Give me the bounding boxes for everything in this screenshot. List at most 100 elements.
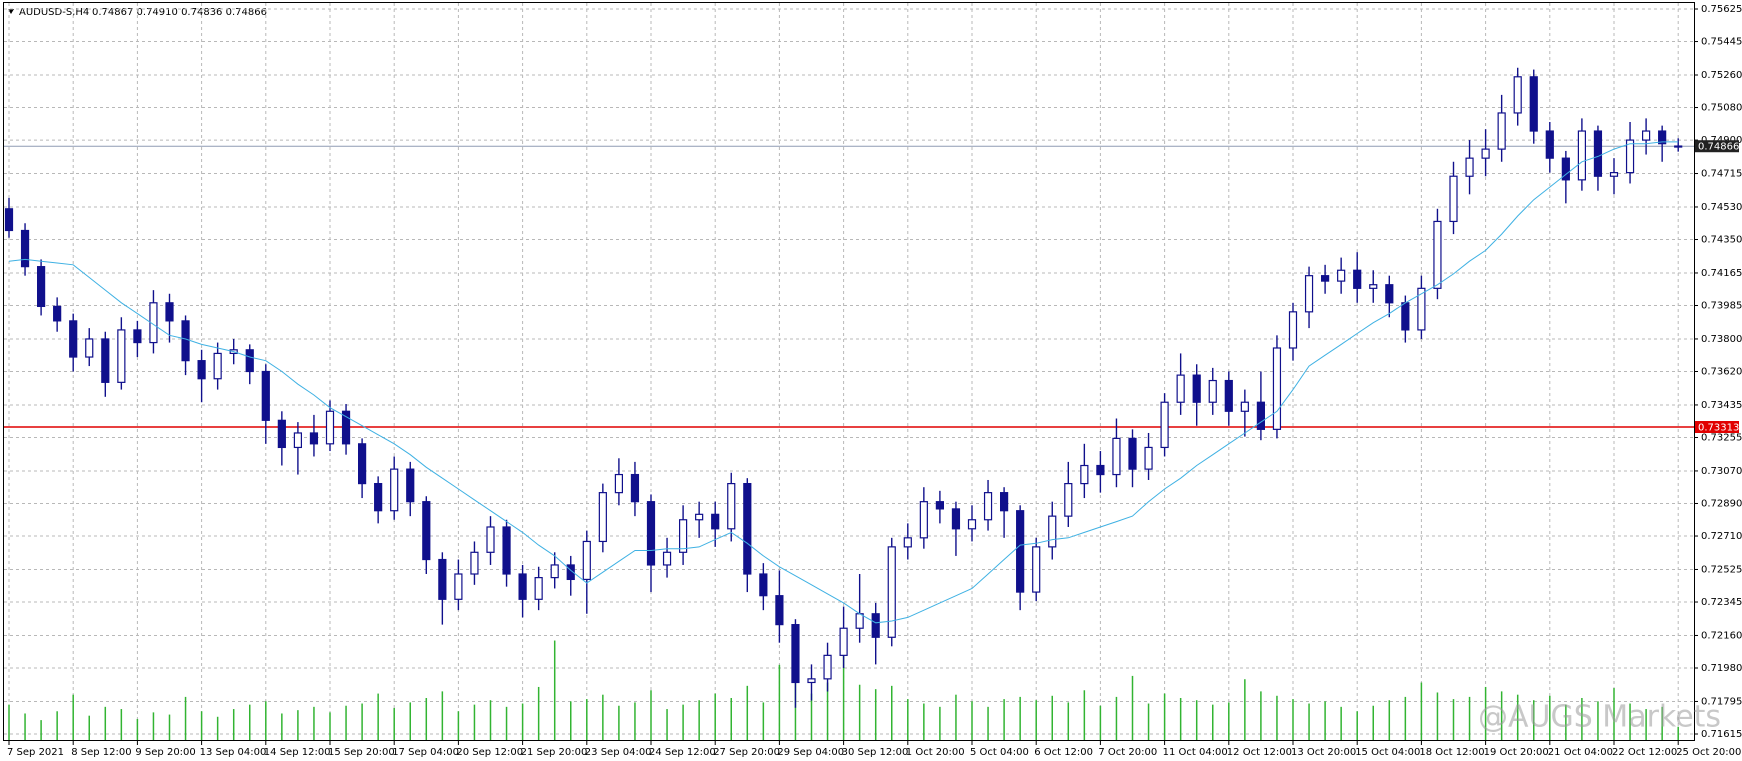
candle-body — [534, 577, 543, 600]
y-tick-label: 0.72890 — [1701, 498, 1742, 509]
candle-body — [1529, 76, 1538, 132]
candle-body — [935, 501, 945, 510]
x-tick-label: 7 Sep 2021 — [7, 747, 64, 758]
candle-body — [1160, 401, 1169, 449]
y-tick-label: 0.73435 — [1701, 400, 1742, 411]
x-tick-label: 7 Oct 20:00 — [1098, 747, 1157, 758]
candle-body — [743, 482, 752, 575]
candle-body — [1337, 269, 1346, 282]
candle-body — [20, 229, 30, 268]
candle-body — [839, 627, 848, 656]
candle-body — [1304, 275, 1314, 313]
candle-body — [598, 492, 607, 543]
candle-body — [695, 513, 704, 521]
x-tick-label: 9 Sep 20:00 — [135, 747, 195, 758]
candle-body — [1080, 464, 1089, 485]
y-tick-label: 0.72525 — [1701, 564, 1742, 575]
candle-body — [325, 410, 335, 445]
candle-body — [662, 551, 672, 566]
candle-body — [406, 468, 415, 503]
candle-body — [213, 352, 222, 380]
candle-body — [775, 595, 784, 626]
y-tick-label: 0.71980 — [1701, 663, 1742, 674]
candle-body — [791, 624, 800, 684]
candle-body — [117, 329, 126, 383]
candle-body — [1288, 311, 1298, 349]
y-tick-label: 0.73070 — [1701, 466, 1742, 477]
y-tick-label: 0.74165 — [1701, 268, 1742, 279]
candle-body — [1048, 515, 1057, 548]
candle-body — [983, 492, 993, 521]
x-tick-label: 17 Sep 04:00 — [392, 747, 459, 758]
candle-body — [807, 678, 816, 684]
candle-body — [614, 473, 624, 494]
candle-body — [261, 370, 270, 421]
x-tick-label: 25 Oct 20:00 — [1676, 747, 1741, 758]
candle-body — [101, 338, 110, 383]
candle-body — [678, 519, 688, 553]
candle-body — [1401, 302, 1410, 331]
candle-body — [1417, 287, 1426, 331]
candle-body — [871, 613, 880, 638]
candle-body — [1064, 482, 1073, 517]
candle-body — [1513, 76, 1522, 114]
x-tick-label: 21 Oct 04:00 — [1548, 747, 1613, 758]
candle-body — [1433, 220, 1442, 289]
candle-body — [1320, 275, 1330, 282]
x-tick-label: 18 Oct 12:00 — [1419, 747, 1484, 758]
candle-body — [919, 501, 928, 539]
candle-body — [1353, 269, 1362, 289]
candle-body — [1369, 284, 1378, 289]
candle-body — [1497, 112, 1506, 150]
x-tick-label: 15 Oct 04:00 — [1355, 747, 1420, 758]
price-badge — [1695, 421, 1739, 434]
y-tick-label: 0.75625 — [1701, 4, 1742, 15]
candle-body — [1561, 157, 1570, 181]
x-tick-label: 12 Oct 12:00 — [1227, 747, 1292, 758]
candle-body — [69, 320, 78, 358]
candle-body — [759, 573, 768, 597]
candle-body — [1593, 130, 1603, 177]
candle-body — [1609, 172, 1619, 177]
x-tick-label: 15 Sep 20:00 — [328, 747, 395, 758]
price-badge — [1695, 140, 1739, 153]
candle-body — [454, 573, 463, 600]
quote: 0.74867 0.74910 0.74836 0.74866 — [92, 7, 267, 18]
x-tick-label: 27 Sep 20:00 — [713, 747, 780, 758]
y-tick-label: 0.72160 — [1701, 630, 1742, 641]
candle-body — [374, 482, 383, 512]
candle-body — [1385, 284, 1394, 304]
y-tick-label: 0.74715 — [1701, 169, 1742, 180]
x-tick-label: 19 Oct 20:00 — [1484, 747, 1549, 758]
candle-body — [1128, 437, 1137, 470]
price-badge-label: 0.74866 — [1698, 142, 1739, 153]
candle-body — [1449, 175, 1458, 223]
x-tick-label: 13 Oct 20:00 — [1291, 747, 1356, 758]
y-tick-label: 0.72710 — [1701, 531, 1742, 542]
y-tick-label: 0.73800 — [1701, 334, 1742, 345]
candle-body — [967, 519, 977, 530]
candle-body — [293, 432, 302, 449]
candle-body — [181, 320, 190, 362]
candle-body — [1577, 130, 1587, 181]
candle-body — [1658, 130, 1667, 145]
candle-body — [646, 501, 656, 566]
candle-body — [1032, 546, 1041, 593]
plot-frame — [3, 2, 1695, 741]
x-tick-label: 13 Sep 04:00 — [200, 747, 267, 758]
candle-body — [422, 501, 431, 561]
candle-body — [309, 432, 319, 445]
x-tick-label: 5 Oct 04:00 — [970, 747, 1029, 758]
candle-body — [903, 537, 912, 548]
candle-body — [1224, 379, 1233, 412]
x-tick-label: 1 Oct 20:00 — [906, 747, 965, 758]
x-tick-label: 22 Oct 12:00 — [1612, 747, 1677, 758]
candle-body — [823, 654, 832, 680]
candle-body — [53, 305, 62, 322]
y-tick-label: 0.73620 — [1701, 367, 1742, 378]
candle-body — [1144, 446, 1153, 470]
candle-body — [582, 540, 591, 581]
x-tick-label: 8 Sep 12:00 — [71, 747, 131, 758]
